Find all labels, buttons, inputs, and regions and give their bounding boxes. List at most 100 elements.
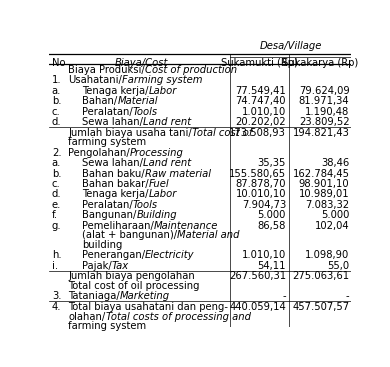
Text: Tenaga kerja/: Tenaga kerja/ bbox=[82, 86, 149, 96]
Text: Land rent: Land rent bbox=[143, 117, 191, 127]
Text: 5.000: 5.000 bbox=[258, 210, 286, 220]
Text: Jumlah biaya usaha tani/: Jumlah biaya usaha tani/ bbox=[68, 128, 192, 138]
Text: Material: Material bbox=[117, 96, 158, 106]
Text: Pajak/: Pajak/ bbox=[82, 261, 112, 271]
Text: Tataniaga/: Tataniaga/ bbox=[68, 291, 120, 301]
Text: b.: b. bbox=[52, 96, 61, 106]
Text: Tax: Tax bbox=[112, 261, 129, 271]
Text: Pemeliharaan/: Pemeliharaan/ bbox=[82, 221, 154, 231]
Text: Processing: Processing bbox=[130, 148, 184, 157]
Text: Raw material: Raw material bbox=[145, 168, 211, 178]
Text: a.: a. bbox=[52, 86, 61, 96]
Text: 5.000: 5.000 bbox=[321, 210, 349, 220]
Text: building: building bbox=[82, 240, 122, 250]
Text: 54,11: 54,11 bbox=[257, 261, 286, 271]
Text: 38,46: 38,46 bbox=[321, 158, 349, 168]
Text: 267.560,31: 267.560,31 bbox=[229, 271, 286, 281]
Text: farming system: farming system bbox=[68, 137, 147, 147]
Text: Sukamukti (Rp): Sukamukti (Rp) bbox=[221, 58, 298, 68]
Text: (alat + bangunan)/: (alat + bangunan)/ bbox=[82, 230, 177, 240]
Text: Bahan/: Bahan/ bbox=[82, 96, 117, 106]
Text: Maintenance: Maintenance bbox=[154, 221, 218, 231]
Text: Peralatan/: Peralatan/ bbox=[82, 107, 133, 117]
Text: 102,04: 102,04 bbox=[315, 221, 349, 231]
Text: Sewa lahan/: Sewa lahan/ bbox=[82, 158, 143, 168]
Text: 79.624,09: 79.624,09 bbox=[299, 86, 349, 96]
Text: 98.901,10: 98.901,10 bbox=[299, 179, 349, 189]
Text: Material and: Material and bbox=[177, 230, 239, 240]
Text: 7.904,73: 7.904,73 bbox=[242, 200, 286, 210]
Text: Bangunan/: Bangunan/ bbox=[82, 210, 136, 220]
Text: Penerangan/: Penerangan/ bbox=[82, 250, 145, 261]
Text: 87.878,70: 87.878,70 bbox=[236, 179, 286, 189]
Text: Sewa lahan/: Sewa lahan/ bbox=[82, 117, 143, 127]
Text: 10.010,10: 10.010,10 bbox=[236, 189, 286, 199]
Text: No: No bbox=[52, 58, 65, 68]
Text: Marketing: Marketing bbox=[120, 291, 170, 301]
Text: b.: b. bbox=[52, 168, 61, 178]
Text: 7.083,32: 7.083,32 bbox=[305, 200, 349, 210]
Text: Labor: Labor bbox=[149, 189, 177, 199]
Text: 10.989,01: 10.989,01 bbox=[299, 189, 349, 199]
Text: Farming system: Farming system bbox=[122, 75, 203, 85]
Text: 440.059,14: 440.059,14 bbox=[229, 302, 286, 312]
Text: Biaya/Cost: Biaya/Cost bbox=[114, 58, 168, 68]
Text: 1.010,10: 1.010,10 bbox=[242, 107, 286, 117]
Text: Jumlah biaya pengolahan: Jumlah biaya pengolahan bbox=[68, 271, 195, 281]
Text: Fuel: Fuel bbox=[149, 179, 169, 189]
Text: c.: c. bbox=[52, 107, 60, 117]
Text: Total cost of oil processing: Total cost of oil processing bbox=[68, 281, 200, 291]
Text: a.: a. bbox=[52, 158, 61, 168]
Text: 194.821,43: 194.821,43 bbox=[292, 128, 349, 138]
Text: Bahan baku/: Bahan baku/ bbox=[82, 168, 145, 178]
Text: 81.971,34: 81.971,34 bbox=[299, 96, 349, 106]
Text: -: - bbox=[346, 291, 349, 301]
Text: 74.747,40: 74.747,40 bbox=[236, 96, 286, 106]
Text: 1.098,90: 1.098,90 bbox=[305, 250, 349, 261]
Text: g.: g. bbox=[52, 221, 61, 231]
Text: Total costs of processing and: Total costs of processing and bbox=[106, 312, 251, 321]
Text: 173.508,93: 173.508,93 bbox=[229, 128, 286, 138]
Text: Usahatani/: Usahatani/ bbox=[68, 75, 122, 85]
Text: 55,0: 55,0 bbox=[327, 261, 349, 271]
Text: 20.202,02: 20.202,02 bbox=[236, 117, 286, 127]
Text: 86,58: 86,58 bbox=[258, 221, 286, 231]
Text: Pengolahan/: Pengolahan/ bbox=[68, 148, 130, 157]
Text: h.: h. bbox=[52, 250, 61, 261]
Text: 155.580,65: 155.580,65 bbox=[229, 168, 286, 178]
Text: Total biaya usahatani dan peng-: Total biaya usahatani dan peng- bbox=[68, 302, 229, 312]
Text: 1.010,10: 1.010,10 bbox=[242, 250, 286, 261]
Text: 162.784,45: 162.784,45 bbox=[292, 168, 349, 178]
Text: Land rent: Land rent bbox=[143, 158, 191, 168]
Text: Sukakarya (Rp): Sukakarya (Rp) bbox=[282, 58, 358, 68]
Text: Tools: Tools bbox=[133, 200, 158, 210]
Text: c.: c. bbox=[52, 179, 60, 189]
Text: e.: e. bbox=[52, 200, 61, 210]
Text: Peralatan/: Peralatan/ bbox=[82, 200, 133, 210]
Text: 23.809,52: 23.809,52 bbox=[299, 117, 349, 127]
Text: 457.507,57: 457.507,57 bbox=[292, 302, 349, 312]
Text: Tenaga kerja/: Tenaga kerja/ bbox=[82, 189, 149, 199]
Text: 3.: 3. bbox=[52, 291, 61, 301]
Text: Tools: Tools bbox=[133, 107, 158, 117]
Text: 77.549,41: 77.549,41 bbox=[235, 86, 286, 96]
Text: d.: d. bbox=[52, 189, 61, 199]
Text: 275.063,61: 275.063,61 bbox=[292, 271, 349, 281]
Text: Bahan bakar/: Bahan bakar/ bbox=[82, 179, 149, 189]
Text: f.: f. bbox=[52, 210, 58, 220]
Text: 1.190,48: 1.190,48 bbox=[305, 107, 349, 117]
Text: olahan/: olahan/ bbox=[68, 312, 106, 321]
Text: Electricity: Electricity bbox=[145, 250, 195, 261]
Text: Cost of production: Cost of production bbox=[145, 65, 237, 75]
Text: i.: i. bbox=[52, 261, 58, 271]
Text: farming system: farming system bbox=[68, 321, 147, 331]
Text: d.: d. bbox=[52, 117, 61, 127]
Text: Labor: Labor bbox=[149, 86, 177, 96]
Text: Desa/Village: Desa/Village bbox=[259, 41, 322, 51]
Text: 2.: 2. bbox=[52, 148, 61, 157]
Text: 4.: 4. bbox=[52, 302, 61, 312]
Text: Biaya Produksi/: Biaya Produksi/ bbox=[68, 65, 145, 75]
Text: 35,35: 35,35 bbox=[258, 158, 286, 168]
Text: 1.: 1. bbox=[52, 75, 61, 85]
Text: -: - bbox=[282, 291, 286, 301]
